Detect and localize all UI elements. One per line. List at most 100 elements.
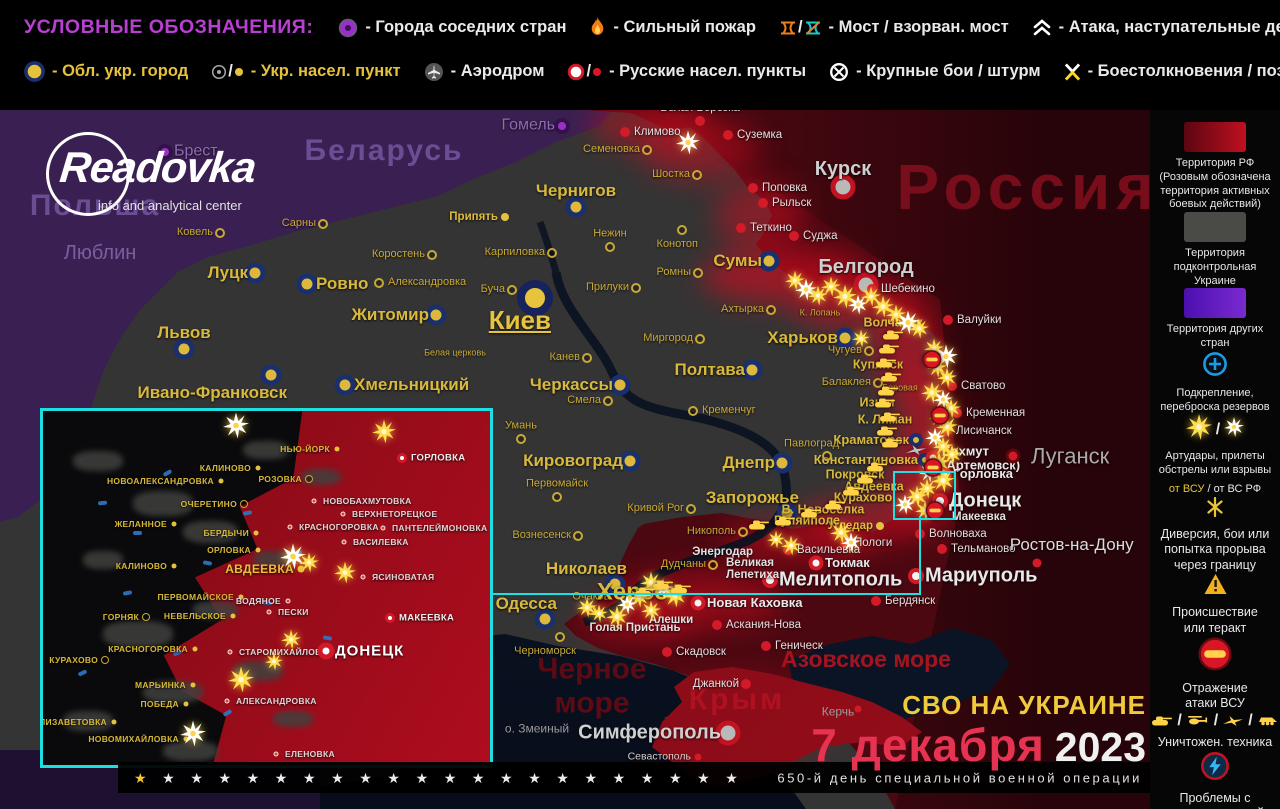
city-label: Алешки	[648, 613, 694, 626]
city-marker	[686, 504, 696, 514]
city-label: Курск	[814, 158, 872, 180]
legend-item: / - Укр. насел. пункт	[211, 62, 401, 81]
sidebar-key-item: / Артудары, прилеты обстрелы или взрывы от…	[1154, 414, 1276, 496]
legend-item: / - Мост / взорван. мост	[779, 18, 1009, 37]
city-label: Балаклея	[821, 376, 871, 389]
city-label: Ивано-Франковск	[137, 383, 288, 402]
inset-burst-icon	[281, 629, 301, 655]
city-label: Запорожье	[705, 488, 799, 508]
legend-title: УСЛОВНЫЕ ОБОЗНАЧЕНИЯ:	[24, 16, 314, 38]
city-marker	[620, 127, 630, 137]
city-label: Павлоград	[784, 437, 839, 450]
inset-burst-icon	[280, 543, 306, 575]
city-label: Семеновка	[583, 143, 640, 156]
city-marker	[427, 250, 437, 260]
city-marker	[609, 374, 631, 396]
day-star: ★	[134, 769, 147, 786]
inset-city-marker	[334, 446, 340, 452]
legend-row-1: УСЛОВНЫЕ ОБОЗНАЧЕНИЯ: - Города соседних …	[24, 16, 1280, 39]
warning-icon	[1203, 573, 1228, 600]
day-star: ★	[302, 769, 316, 786]
inset-city-label: ОРЛОВКА	[207, 545, 251, 555]
logo-title: Readovka	[57, 144, 258, 192]
city-marker	[157, 144, 173, 160]
day-star: ★	[331, 769, 344, 786]
city-label: Никополь	[686, 525, 736, 538]
sidebar-key-label: Отражение атаки ВСУ	[1182, 680, 1248, 711]
city-label: Очаков	[572, 590, 610, 603]
city-label: Полтава	[674, 360, 745, 380]
inset-city-marker	[227, 649, 233, 655]
sidebar-key-item: Происшествие или теракт	[1154, 573, 1276, 636]
explosion-burst-icon	[937, 367, 957, 393]
inset-city-label: ЯСИНОВАТАЯ	[372, 572, 435, 582]
airfield-icon	[424, 62, 444, 82]
city-marker	[694, 753, 702, 761]
map-key-sidebar: Территория РФ (Розовым обозначена террит…	[1150, 110, 1280, 809]
tank-icon	[875, 356, 897, 374]
explosion-burst-icon	[934, 344, 958, 374]
repel-attack-icon	[922, 350, 942, 374]
inset-city-label: ПОБЕДА	[140, 699, 179, 709]
city-marker	[662, 647, 672, 657]
city-marker	[761, 641, 771, 651]
explosion-burst-icon	[590, 604, 608, 628]
day-star: ★	[443, 769, 457, 786]
city-marker	[854, 705, 862, 713]
city-marker	[712, 620, 722, 630]
inset-city-label: МАКЕЕВКА	[399, 612, 455, 624]
city-marker	[507, 285, 517, 295]
explosion-burst-icon	[941, 398, 961, 424]
city-marker	[695, 116, 705, 126]
inset-city-label: АЛЕКСАНДРОВКА	[236, 696, 317, 706]
city-label: Донецк	[949, 489, 1022, 512]
inset-city-marker	[311, 498, 317, 504]
day-star: ★	[725, 769, 738, 786]
reinforce-icon	[1202, 351, 1228, 382]
city-label: Кременная	[966, 406, 1026, 419]
sabotage-icon	[1205, 496, 1225, 522]
sidebar-key-item: Подкрепление, переброска резервов	[1154, 351, 1276, 415]
year-label: 2023	[1054, 724, 1146, 770]
city-label: Первомайск	[525, 477, 589, 490]
city-marker	[864, 346, 874, 356]
inset-city-marker	[253, 530, 259, 536]
inset-city-marker	[340, 511, 346, 517]
inset-city-label: АВДЕЕВКА	[225, 562, 294, 576]
city-marker	[555, 632, 565, 642]
explosion-burst-icon	[606, 605, 628, 633]
day-star: ★	[190, 769, 203, 786]
inset-urban-patch	[243, 441, 289, 459]
inset-city-marker	[255, 547, 261, 553]
city-label: Пологи	[854, 536, 893, 549]
city-label: Васильевка	[797, 543, 861, 556]
city-label: Геническ	[775, 639, 823, 652]
tank-icon	[866, 460, 888, 478]
legend-item-label: - Крупные бои / штурм	[856, 62, 1041, 80]
inset-urban-patch	[143, 681, 203, 703]
tank-icon	[877, 384, 899, 402]
city-marker	[762, 572, 778, 588]
city-marker	[695, 334, 705, 344]
aircraft-icon	[905, 443, 927, 461]
repel-attack-icon	[930, 406, 950, 430]
explosion-burst-icon	[921, 381, 943, 409]
city-label: Коростень	[371, 248, 425, 261]
inset-burst-icon	[299, 552, 319, 578]
city-marker	[631, 283, 641, 293]
city-label: Николаев	[545, 559, 627, 579]
city-label: Гомель	[501, 116, 555, 134]
city-label: Симферополь	[578, 721, 721, 744]
city-label: Кривой Рог	[627, 502, 684, 515]
explosion-burst-icon	[886, 304, 906, 330]
legend-item-label: - Укр. насел. пункт	[250, 62, 401, 80]
sidebar-key-label: Территория РФ (Розовым обозначена террит…	[1159, 157, 1271, 211]
city-label: Кременчуг	[702, 404, 756, 417]
city-label: Смела	[567, 394, 601, 407]
swatch-rf-icon	[1184, 122, 1246, 152]
day-star: ★	[359, 769, 372, 786]
explosion-burst-icon	[767, 530, 785, 554]
inset-city-marker	[183, 736, 189, 742]
inset-water-patch	[133, 531, 142, 535]
